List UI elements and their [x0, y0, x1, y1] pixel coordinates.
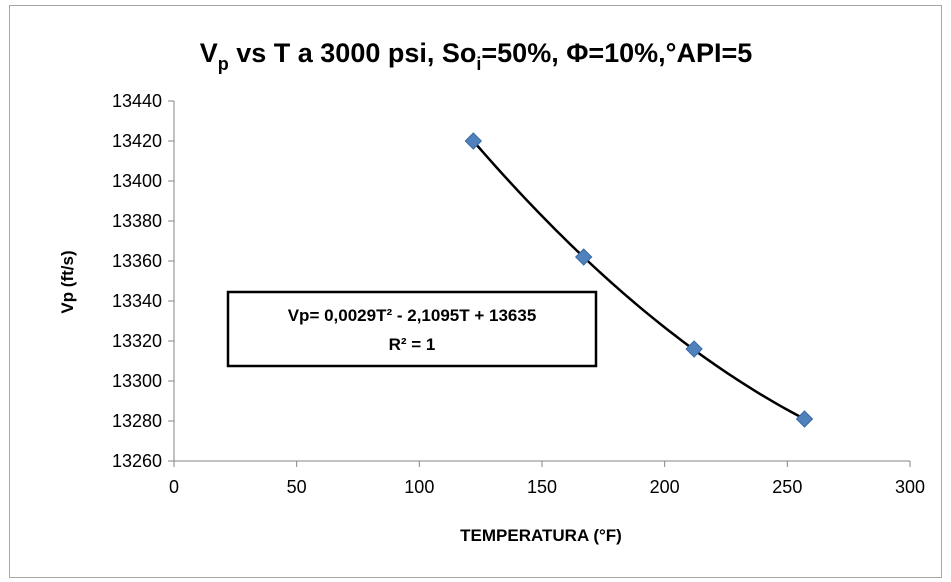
y-tick-label: 13440: [112, 91, 162, 111]
x-tick-labels: 0 50 100 150 200 250 300: [169, 477, 925, 497]
trendline-equation: Vp= 0,0029T² - 2,1095T + 13635: [288, 306, 537, 325]
data-points: [464, 132, 814, 428]
equation-box-border: [226, 290, 598, 368]
data-point: [685, 340, 703, 358]
x-tick-label: 0: [169, 477, 179, 497]
trendline-r2: R² = 1: [389, 335, 436, 354]
y-tick-labels: 13260 13280 13300 13320 13340 13360 13380 13400…: [112, 91, 162, 471]
y-tick-label: 13420: [112, 131, 162, 151]
y-tick-label: 13300: [112, 371, 162, 391]
y-axis-title: Vp (ft/s): [58, 250, 77, 313]
x-tick-label: 200: [650, 477, 680, 497]
x-tick-label: 100: [404, 477, 434, 497]
x-tick-label: 300: [895, 477, 925, 497]
trendline-equation-box: Vp= 0,0029T² - 2,1095T + 13635 R² = 1: [226, 290, 598, 368]
x-tick-label: 150: [527, 477, 557, 497]
data-point: [464, 132, 483, 150]
y-tick-label: 13280: [112, 411, 162, 431]
y-tick-label: 13320: [112, 331, 162, 351]
chart-title: Vp vs T a 3000 psi, Soi=50%, Φ=10%,°API=…: [200, 38, 753, 74]
y-tick-label: 13360: [112, 251, 162, 271]
y-tick-label: 13380: [112, 211, 162, 231]
axes: [168, 100, 911, 467]
trendline: [472, 140, 806, 421]
y-tick-label: 13400: [112, 171, 162, 191]
x-tick-label: 50: [287, 477, 307, 497]
y-tick-label: 13340: [112, 291, 162, 311]
y-tick-label: 13260: [112, 451, 162, 471]
data-point: [795, 410, 814, 428]
data-point: [574, 248, 593, 266]
trendline-curve: [472, 140, 806, 421]
x-tick-label: 250: [772, 477, 802, 497]
x-axis-title: TEMPERATURA (°F): [460, 526, 622, 545]
